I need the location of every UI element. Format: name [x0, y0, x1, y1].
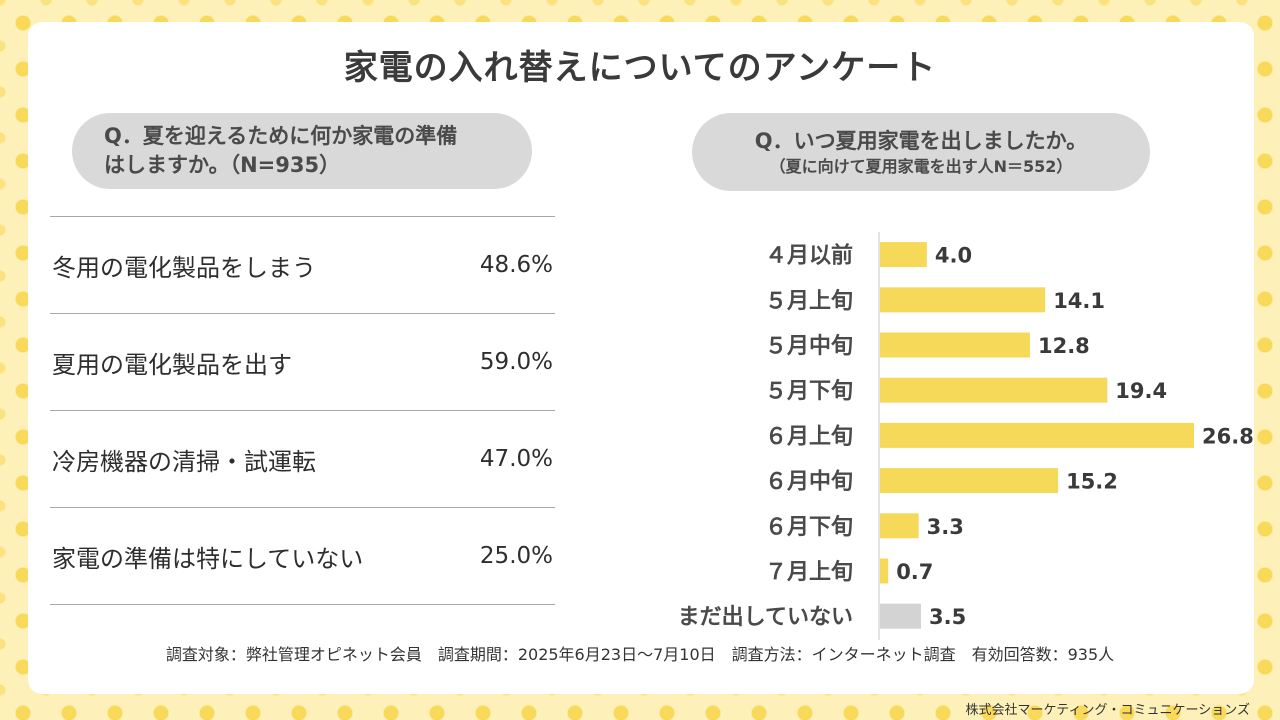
- item-value: 59.0%: [479, 349, 553, 375]
- category-label: ７月上旬: [765, 559, 853, 585]
- category-label: ４月以前: [765, 243, 853, 269]
- item-label: 家電の準備は特にしていない: [52, 544, 364, 573]
- item-value: 48.6%: [479, 252, 553, 278]
- left-question-line2: はしますか。（N=935）: [104, 153, 341, 177]
- bar-value-label: 19.4: [1115, 379, 1167, 403]
- bar-value-label: 4.0: [935, 244, 972, 268]
- bar: [880, 332, 1030, 358]
- bar: [880, 603, 922, 629]
- bar: [880, 558, 889, 584]
- answer-list: 冬用の電化製品をしまう 48.6% 夏用の電化製品を出す 59.0% 冷房機器の…: [50, 216, 555, 605]
- list-item: 夏用の電化製品を出す 59.0%: [50, 313, 555, 410]
- bar-value-label: 12.8: [1038, 334, 1090, 358]
- list-item: 家電の準備は特にしていない 25.0%: [50, 507, 555, 605]
- item-label: 夏用の電化製品を出す: [52, 350, 292, 379]
- category-label: ５月中旬: [765, 333, 853, 359]
- item-label: 冷房機器の清掃・試運転: [52, 447, 316, 476]
- right-question-line1: Q．いつ夏用家電を出しましたか。: [754, 129, 1088, 153]
- right-question: Q．いつ夏用家電を出しましたか。 （夏に向けて夏用家電を出す人N＝552）: [692, 113, 1150, 191]
- category-label: ５月上旬: [765, 288, 853, 314]
- category-label: まだ出していない: [678, 605, 853, 630]
- bar: [880, 377, 1108, 403]
- bar-value-label: 3.5: [929, 605, 966, 629]
- category-label: ５月下旬: [765, 378, 853, 404]
- company-name: 株式会社マーケティング・コミュニケーションズ: [965, 703, 1250, 718]
- bar-value-label: 15.2: [1066, 470, 1118, 494]
- bar: [880, 287, 1046, 313]
- bar: [880, 468, 1059, 494]
- bar-value-label: 26.8: [1202, 424, 1254, 448]
- item-value: 25.0%: [479, 543, 553, 569]
- category-label: ６月上旬: [765, 423, 853, 449]
- list-item: 冬用の電化製品をしまう 48.6%: [50, 216, 555, 313]
- bar: [880, 513, 919, 539]
- category-label: ６月中旬: [765, 469, 853, 495]
- bar: [880, 242, 927, 268]
- item-value: 47.0%: [479, 446, 553, 472]
- item-label: 冬用の電化製品をしまう: [52, 253, 316, 282]
- bar: [880, 422, 1194, 448]
- bar-value-label: 0.7: [896, 560, 933, 584]
- list-item: 冷房機器の清掃・試運転 47.0%: [50, 410, 555, 507]
- right-question-line2: （夏に向けて夏用家電を出す人N＝552）: [769, 157, 1073, 176]
- bar-value-label: 14.1: [1053, 289, 1105, 313]
- survey-footer: 調査対象：弊社管理オピネット会員 調査期間：2025年6月23日～7月10日 調…: [165, 645, 1115, 664]
- category-label: ６月下旬: [765, 514, 853, 540]
- left-question: Q．夏を迎えるために何か家電の準備 はしますか。（N=935）: [72, 113, 532, 189]
- bar-value-label: 3.3: [927, 515, 964, 539]
- left-question-line1: Q．夏を迎えるために何か家電の準備: [104, 124, 458, 148]
